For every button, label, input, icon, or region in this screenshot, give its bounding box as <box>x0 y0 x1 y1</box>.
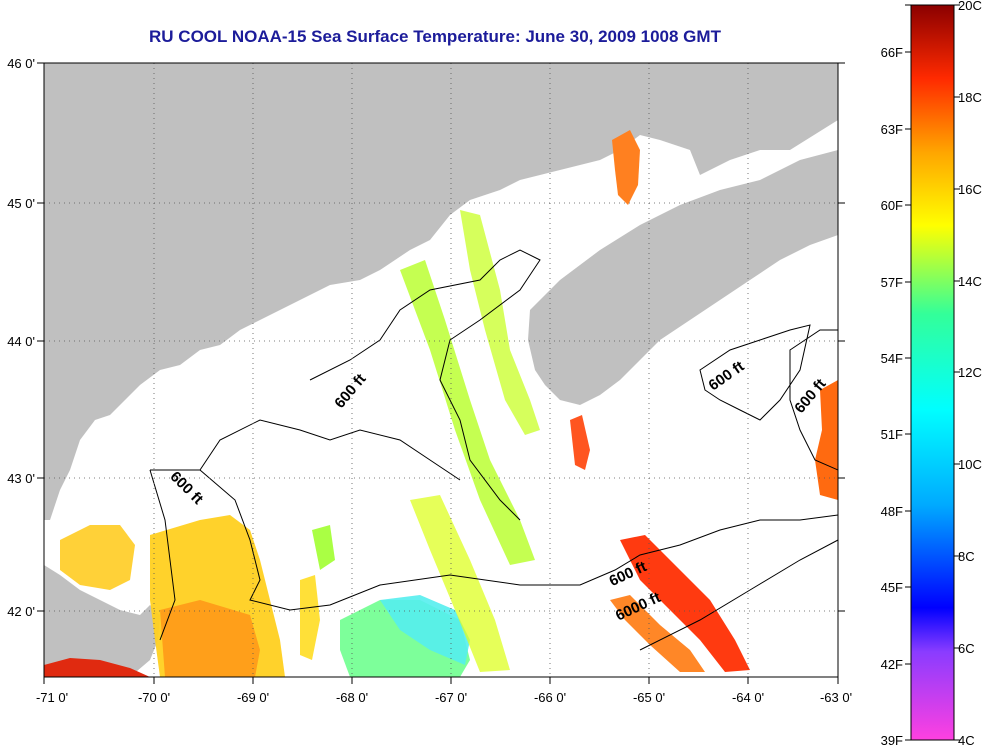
colorbar-label-c: 18C <box>958 90 982 105</box>
colorbar-label-c: 12C <box>958 365 982 380</box>
land-nova-scotia <box>528 150 838 405</box>
land-pei <box>740 63 838 95</box>
sst-patch-bay-fundy <box>612 130 640 205</box>
sst-patch-channel-strip <box>400 260 535 565</box>
lon-tick-label: -67 0' <box>435 690 467 705</box>
colorbar-label-f: 66F <box>881 45 903 60</box>
colorbar-label-c: 4C <box>958 733 975 748</box>
colorbar-label-f: 63F <box>881 122 903 137</box>
land-cape-cod <box>44 565 160 677</box>
lon-tick-label: -66 0' <box>534 690 566 705</box>
land-maine-newbrunswick <box>44 63 838 520</box>
colorbar-label-f: 60F <box>881 198 903 213</box>
contour-coastal <box>149 469 176 641</box>
sst-patch-mid-strip <box>460 210 540 435</box>
sst-patch-mid-strip-2 <box>410 495 510 672</box>
colorbar-gradient <box>910 4 955 741</box>
depth-contours <box>149 249 838 651</box>
colorbar-label-c: 14C <box>958 274 982 289</box>
sst-patch-ns-coast <box>570 415 590 470</box>
sst-patch-nantucket <box>160 600 260 677</box>
sst-patch-southwest-red <box>44 658 150 677</box>
contour-6000ft <box>639 539 838 651</box>
sst-patches <box>44 130 838 677</box>
axis-ticks <box>37 62 845 684</box>
colorbar-label-c: 6C <box>958 641 975 656</box>
lon-tick-label: -64 0' <box>732 690 764 705</box>
lon-tick-label: -68 0' <box>336 690 368 705</box>
colorbar-label-f: 39F <box>881 733 903 748</box>
contour-inner <box>199 419 461 481</box>
sst-patch-west-green <box>312 525 335 570</box>
sst-patch-gulf-stream <box>620 535 750 672</box>
colorbar-label-c: 16C <box>958 182 982 197</box>
colorbar-label-c: 8C <box>958 549 975 564</box>
colorbar-label-f: 51F <box>881 427 903 442</box>
lon-tick-label: -65 0' <box>633 690 665 705</box>
lon-tick-label: -63 0' <box>820 690 852 705</box>
sst-patch-gulf-stream-2 <box>610 595 705 672</box>
colorbar-label-f: 57F <box>881 275 903 290</box>
sst-patch-west <box>60 525 135 590</box>
contour-600ft-basin <box>309 249 541 521</box>
map-title: RU COOL NOAA-15 Sea Surface Temperature:… <box>149 27 721 46</box>
longitude-labels: -71 0' -70 0' -69 0' -68 0' -67 0' -66 0… <box>36 690 852 705</box>
sst-patch-georges-cyan <box>380 595 470 665</box>
lat-tick-label: 45 0' <box>7 196 35 211</box>
contour-600ft-gulf <box>150 469 838 611</box>
latitude-labels: 46 0' 45 0' 44 0' 43 0' 42 0' <box>7 56 35 619</box>
land-masses <box>44 63 838 677</box>
lon-tick-label: -69 0' <box>237 690 269 705</box>
lon-tick-label: -71 0' <box>36 690 68 705</box>
contour-600ft-east <box>789 329 838 471</box>
lon-tick-label: -70 0' <box>138 690 170 705</box>
lat-tick-label: 46 0' <box>7 56 35 71</box>
map-plot-area: 600 ft 600 ft 600 ft 600 ft 600 ft 6000 … <box>44 63 838 677</box>
lat-tick-label: 43 0' <box>7 471 35 486</box>
colorbar-label-f: 54F <box>881 351 903 366</box>
sst-patch-east-edge <box>815 380 838 500</box>
colorbar-label-f: 42F <box>881 657 903 672</box>
sst-patch-west-strip <box>300 575 320 660</box>
colorbar-label-c: 10C <box>958 457 982 472</box>
lat-tick-label: 44 0' <box>7 334 35 349</box>
temperature-colorbar: 20C 18C 16C 14C 12C 10C 8C 6C 4C 66F 63F… <box>881 0 982 748</box>
colorbar-label-f: 48F <box>881 504 903 519</box>
map-frame <box>43 62 839 678</box>
colorbar-label-f: 45F <box>881 580 903 595</box>
lat-tick-label: 42 0' <box>7 604 35 619</box>
colorbar-label-c: 20C <box>958 0 982 13</box>
